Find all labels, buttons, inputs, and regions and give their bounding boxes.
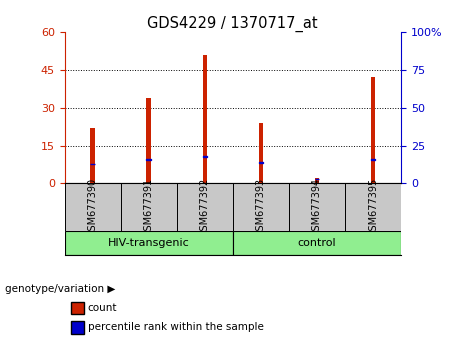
Text: count: count bbox=[88, 303, 117, 313]
Bar bbox=[147, 159, 151, 160]
FancyBboxPatch shape bbox=[345, 183, 401, 231]
Bar bbox=[315, 178, 319, 183]
Text: GSM677393: GSM677393 bbox=[256, 178, 266, 237]
Text: GSM677390: GSM677390 bbox=[88, 178, 98, 237]
Bar bbox=[147, 98, 151, 183]
FancyBboxPatch shape bbox=[121, 183, 177, 231]
Bar bbox=[90, 128, 95, 183]
FancyBboxPatch shape bbox=[65, 231, 233, 255]
Text: percentile rank within the sample: percentile rank within the sample bbox=[88, 322, 264, 332]
Bar bbox=[259, 162, 263, 163]
Bar bbox=[371, 159, 375, 160]
Text: GSM677395: GSM677395 bbox=[368, 178, 378, 237]
Text: control: control bbox=[298, 238, 336, 248]
Bar bbox=[371, 77, 375, 183]
FancyBboxPatch shape bbox=[233, 231, 401, 255]
Text: HIV-transgenic: HIV-transgenic bbox=[108, 238, 189, 248]
Title: GDS4229 / 1370717_at: GDS4229 / 1370717_at bbox=[148, 16, 318, 32]
Bar bbox=[259, 123, 263, 183]
FancyBboxPatch shape bbox=[177, 183, 233, 231]
Text: GSM677394: GSM677394 bbox=[312, 178, 322, 237]
Bar bbox=[202, 156, 207, 157]
FancyBboxPatch shape bbox=[65, 183, 121, 231]
Text: genotype/variation ▶: genotype/variation ▶ bbox=[5, 284, 115, 293]
Bar bbox=[202, 55, 207, 183]
Text: GSM677391: GSM677391 bbox=[144, 178, 154, 237]
Text: GSM677392: GSM677392 bbox=[200, 178, 210, 237]
FancyBboxPatch shape bbox=[289, 183, 345, 231]
FancyBboxPatch shape bbox=[233, 183, 289, 231]
